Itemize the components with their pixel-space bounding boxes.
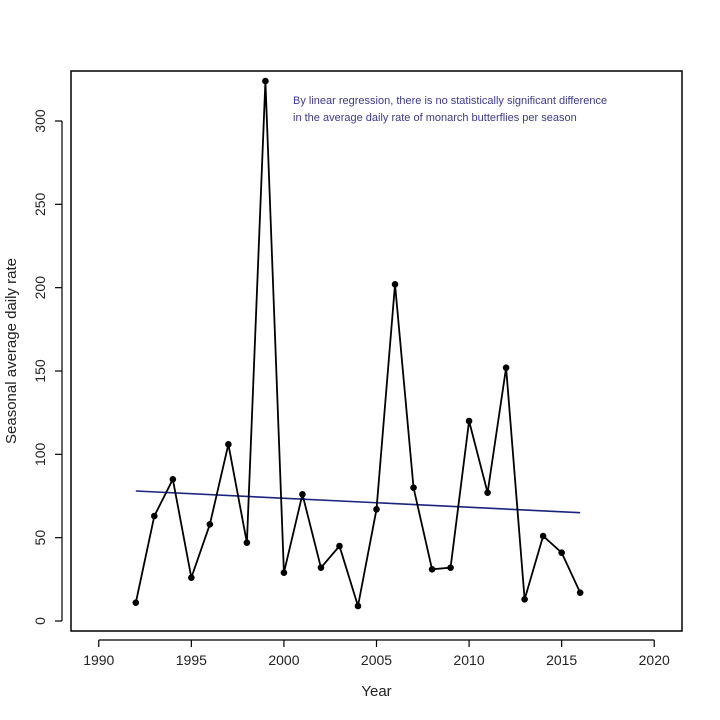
y-tick-label: 250 [32,192,48,216]
regression-line-group [135,490,581,514]
data-point [243,539,251,546]
regression-line [135,490,581,514]
data-point [188,574,195,581]
y-tick-label: 50 [32,530,48,546]
x-tick-label: 2005 [361,652,392,668]
y-tick-label: 100 [32,442,48,466]
y-tick-label: 200 [32,276,48,300]
x-tick-label: 2020 [639,652,670,668]
x-tick-label: 2015 [546,652,577,668]
plot-frame [70,70,683,632]
data-point [373,506,380,513]
x-axis: 1990 1995 2000 2005 2010 2015 2020 [83,639,670,668]
data-point [299,491,306,498]
data-point [336,542,343,550]
data-point [410,484,417,491]
data-point [132,599,140,606]
data-point [539,532,547,540]
y-axis-title: Seasonal average daily rate [3,258,20,444]
data-point [521,596,528,603]
data-point [447,564,454,571]
data-point [465,417,473,425]
data-point [206,521,214,528]
data-point [502,364,510,371]
x-tick-label: 2010 [453,652,484,668]
annotation-line-2: in the average daily rate of monarch but… [293,112,577,124]
data-point [428,566,436,573]
data-point [484,489,491,496]
data-point [317,564,325,571]
y-axis: 0 50 100 150 200 250 300 [32,109,63,625]
series-line [134,80,581,607]
data-point [262,77,269,85]
data-point [151,512,158,520]
data-point [280,569,288,576]
annotation-line-1: By linear regression, there is no statis… [293,95,607,107]
data-point [225,441,232,448]
y-tick-label: 150 [32,359,48,383]
x-tick-label: 1995 [176,652,207,668]
x-tick-label: 2000 [268,652,299,668]
data-point [576,589,584,596]
y-tick-label: 300 [32,109,48,133]
data-point [354,602,362,610]
series-group [132,77,584,610]
x-axis-title: Year [361,683,391,700]
x-tick-label: 1990 [83,652,114,668]
data-point [169,476,177,483]
data-point [391,281,399,288]
y-tick-label: 0 [32,617,48,625]
data-point [558,549,565,556]
